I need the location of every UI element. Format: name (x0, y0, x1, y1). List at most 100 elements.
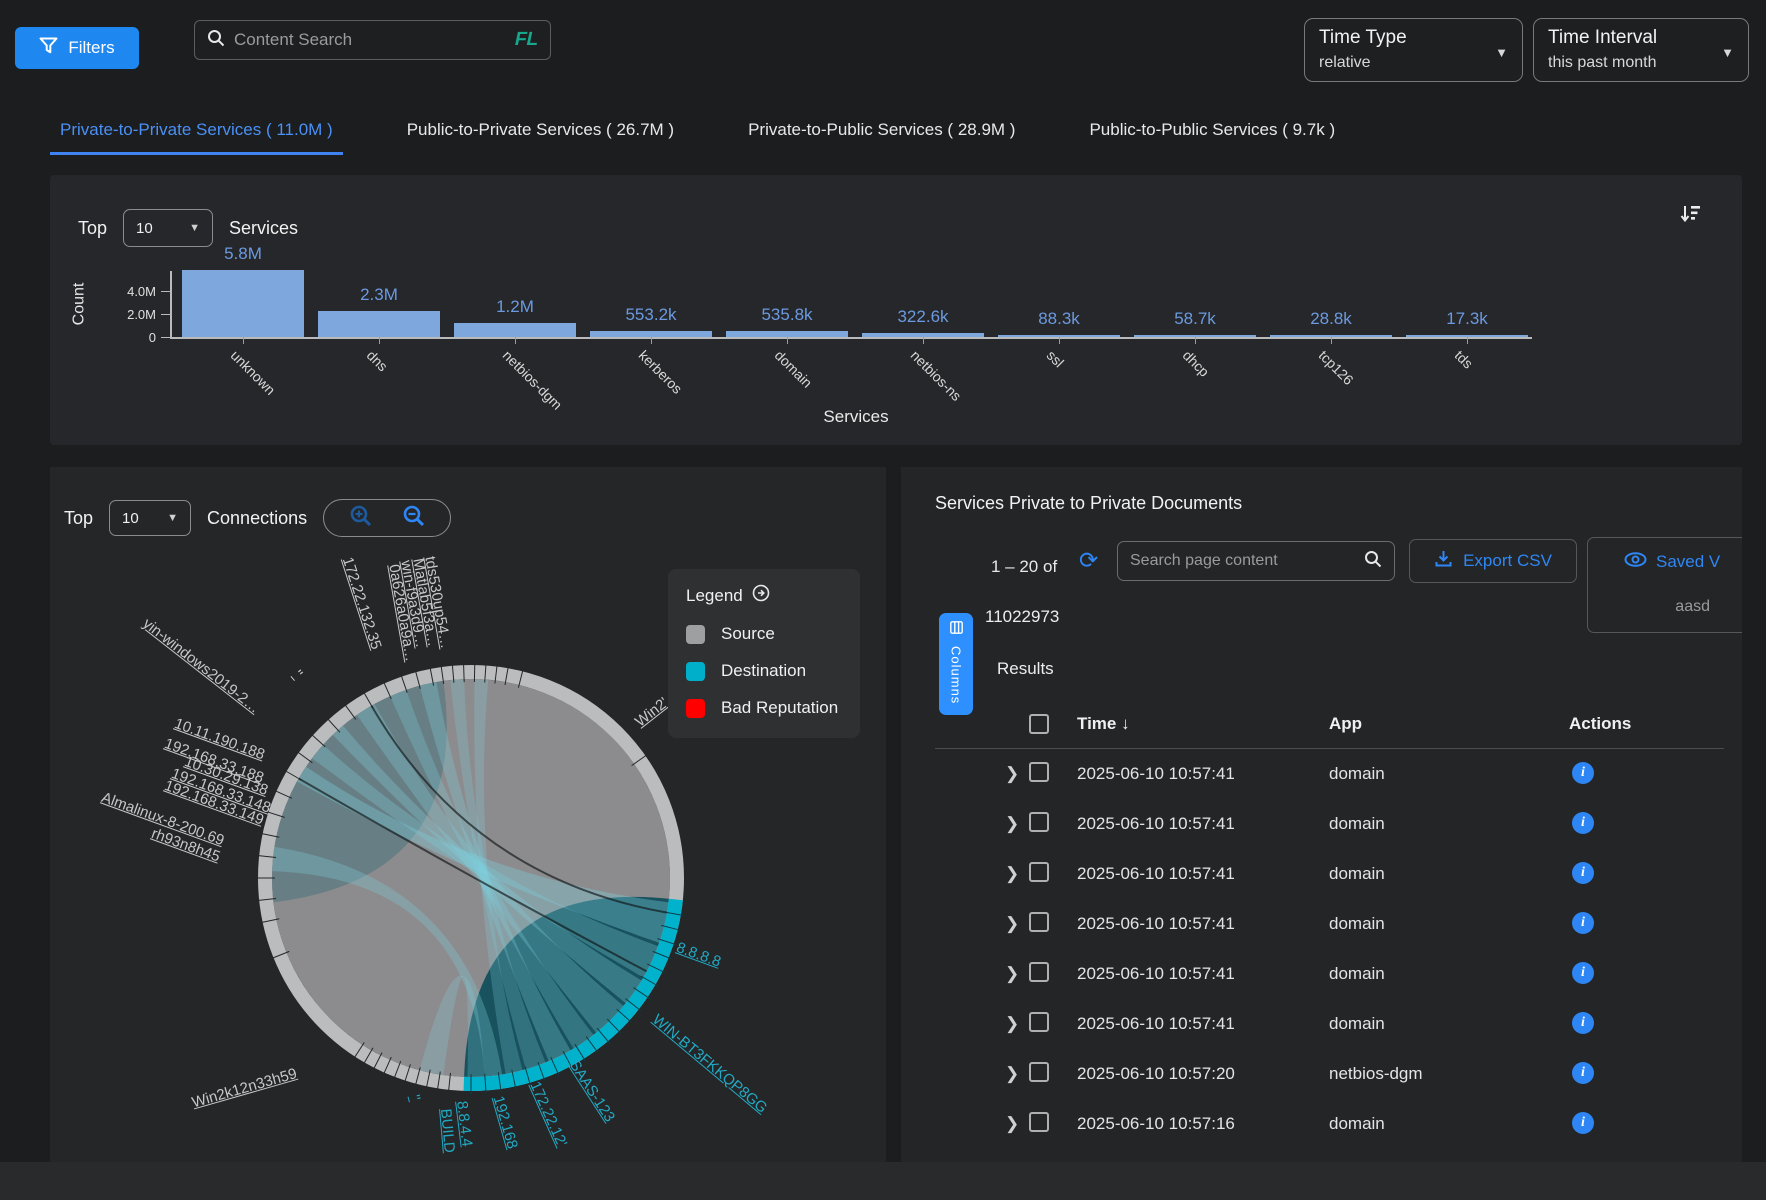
time-type-dropdown[interactable]: Time Type relative ▼ (1304, 18, 1523, 82)
info-icon[interactable]: i (1572, 1112, 1594, 1134)
expand-row-chevron-icon[interactable]: ❯ (1005, 1014, 1020, 1033)
chord-ribbon[interactable] (419, 975, 485, 1078)
page-search-input[interactable] (1130, 552, 1356, 570)
content-search[interactable]: FL (194, 20, 551, 60)
column-header-time[interactable]: Time ↓ (1077, 714, 1130, 733)
chord-ribbon[interactable] (272, 846, 503, 1077)
y-tick-mark (161, 337, 170, 338)
segment-tick (403, 1064, 411, 1084)
segment-tick (663, 911, 684, 916)
segment-tick (382, 680, 392, 700)
bar-netbios-dgm[interactable] (454, 323, 576, 337)
info-icon[interactable]: i (1572, 762, 1594, 784)
chord-ribbon[interactable] (419, 682, 571, 1062)
filters-button[interactable]: Filters (15, 27, 139, 69)
legend-item-destination[interactable]: Destination (686, 661, 842, 681)
top-label: Top (64, 507, 94, 528)
bar-ssl[interactable] (998, 335, 1120, 337)
cell-time: 2025-06-10 10:57:16 (1077, 1114, 1235, 1133)
bar-value-label: 58.7k (1174, 309, 1216, 328)
top-n-value: 10 (122, 509, 139, 527)
expand-row-chevron-icon[interactable]: ❯ (1005, 864, 1020, 883)
expand-row-chevron-icon[interactable]: ❯ (1005, 814, 1020, 833)
top-n-select[interactable]: 10 ▼ (123, 209, 214, 247)
top-n-connections-select[interactable]: 10 ▼ (109, 500, 192, 536)
footer-strip (0, 1162, 1766, 1200)
x-axis-line (170, 337, 1532, 339)
time-interval-dropdown[interactable]: Time Interval this past month ▼ (1533, 18, 1749, 82)
tab-public-to-public[interactable]: Public-to-Public Services ( 9.7k ) (1089, 120, 1336, 139)
saved-views-box[interactable]: Saved V aasd (1587, 537, 1742, 633)
connections-chord-diagram[interactable] (236, 643, 706, 1113)
info-icon[interactable]: i (1572, 962, 1594, 984)
legend-item-source[interactable]: Source (686, 624, 842, 644)
info-icon[interactable]: i (1572, 862, 1594, 884)
bar-kerberos[interactable] (590, 330, 712, 337)
row-checkbox[interactable] (1029, 762, 1049, 782)
bar-tds[interactable] (1406, 335, 1528, 337)
sort-descending-icon[interactable] (1680, 203, 1702, 230)
bar-unknown[interactable] (182, 270, 304, 337)
info-icon[interactable]: i (1572, 1012, 1594, 1034)
expand-row-chevron-icon[interactable]: ❯ (1005, 764, 1020, 783)
tab-private-to-public[interactable]: Private-to-Public Services ( 28.9M ) (748, 120, 1016, 139)
segment-tick (273, 789, 293, 799)
row-checkbox[interactable] (1029, 862, 1049, 882)
chord-ribbon[interactable] (332, 725, 642, 1004)
chord-ribbon-dark (370, 705, 668, 914)
row-checkbox[interactable] (1029, 1062, 1049, 1082)
row-checkbox[interactable] (1029, 912, 1049, 932)
chord-node-label[interactable]: 172.22.132.35 (338, 555, 385, 652)
select-all-checkbox[interactable] (1029, 714, 1049, 734)
expand-row-chevron-icon[interactable]: ❯ (1005, 914, 1020, 933)
bar-value-label: 17.3k (1446, 309, 1488, 328)
segment-tick (517, 668, 524, 688)
time-type-label: Time Type (1319, 27, 1407, 48)
expand-row-chevron-icon[interactable]: ❯ (1005, 1114, 1020, 1133)
cell-app: domain (1329, 1114, 1385, 1133)
segment-tick (652, 950, 672, 960)
refresh-icon[interactable]: ⟳ (1079, 547, 1099, 573)
chord-ribbon[interactable] (474, 679, 523, 1074)
row-checkbox[interactable] (1029, 812, 1049, 832)
tab-private-to-private[interactable]: Private-to-Private Services ( 11.0M ) (50, 112, 343, 155)
services-chart-panel: Top 10 ▼ Services Count 4.0M 2.0M 0 5.8M unkn… (50, 175, 1742, 445)
chord-ribbon[interactable] (312, 744, 658, 978)
bar-dhcp[interactable] (1134, 335, 1256, 337)
chord-ribbon[interactable] (356, 704, 624, 1033)
zoom-out-icon[interactable] (402, 504, 426, 533)
row-checkbox[interactable] (1029, 962, 1049, 982)
zoom-in-icon[interactable] (349, 504, 373, 533)
x-tick-mark (515, 337, 516, 344)
row-checkbox[interactable] (1029, 1012, 1049, 1032)
segment-tick (463, 662, 465, 683)
chord-ribbon[interactable] (297, 766, 669, 943)
info-icon[interactable]: i (1572, 912, 1594, 934)
bar-dns[interactable] (318, 310, 440, 337)
x-tick-label: tcp126 (1315, 347, 1357, 389)
top-label: Top (78, 217, 108, 238)
service-tabs: Private-to-Private Services ( 11.0M ) Pu… (50, 112, 1345, 155)
expand-row-chevron-icon[interactable]: ❯ (1005, 964, 1020, 983)
chord-ribbon[interactable] (390, 689, 594, 1049)
columns-button[interactable]: Columns (939, 613, 973, 715)
chord-ribbon[interactable] (450, 679, 546, 1070)
legend-collapse-icon[interactable] (752, 584, 770, 607)
expand-row-chevron-icon[interactable]: ❯ (1005, 1064, 1020, 1083)
legend-item-bad-reputation[interactable]: Bad Reputation (686, 698, 842, 718)
bar-netbios-ns[interactable] (862, 333, 984, 337)
services-bar-chart: Count 4.0M 2.0M 0 5.8M unknown 2.3M dns 1.2M netb… (50, 175, 1742, 445)
search-icon (1364, 550, 1382, 573)
tab-public-to-private[interactable]: Public-to-Private Services ( 26.7M ) (406, 120, 675, 139)
row-checkbox[interactable] (1029, 1112, 1049, 1132)
bar-tcp126[interactable] (1270, 335, 1392, 337)
info-icon[interactable]: i (1572, 1062, 1594, 1084)
bar-domain[interactable] (726, 330, 848, 337)
export-csv-button[interactable]: Export CSV (1409, 539, 1577, 583)
content-search-input[interactable] (234, 30, 506, 50)
cell-app: domain (1329, 964, 1385, 983)
x-tick-label: ssl (1043, 347, 1068, 371)
page-search[interactable] (1117, 541, 1395, 581)
column-header-app[interactable]: App (1329, 714, 1363, 733)
info-icon[interactable]: i (1572, 812, 1594, 834)
